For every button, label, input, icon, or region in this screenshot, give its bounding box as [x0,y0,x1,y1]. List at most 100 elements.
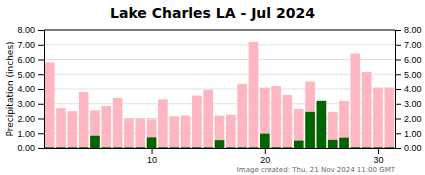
tick: 5.00 [17,70,44,80]
tick-mark [38,133,44,134]
grid-line [44,59,395,60]
tick-label: 4.00 [404,84,422,94]
tick-mark [38,45,44,46]
series [45,42,394,148]
bar [67,111,77,148]
bar [67,147,77,148]
bar [135,147,145,148]
bar [328,140,338,148]
bar [373,88,383,148]
bar [317,101,327,148]
grid-line [44,89,395,90]
tick-label: 5.00 [17,70,35,80]
bar [124,147,134,148]
bar [237,147,247,148]
tick-mark [395,30,401,31]
tick-mark [38,30,44,31]
tick-label: 10 [147,155,157,165]
bar [351,147,361,148]
bar [169,116,179,148]
bar [135,119,145,149]
tick-mark [38,104,44,105]
tick-label: 1.00 [17,129,35,139]
bar [203,90,213,148]
bar [362,72,372,148]
series [45,101,394,148]
bar [226,115,236,148]
tick-label: 4.00 [17,84,35,94]
tick-label: 8.00 [404,25,422,35]
tick-label: 6.00 [17,55,35,65]
plot: 0.001.002.003.004.005.006.007.008.000.00… [17,25,421,165]
bar [158,147,168,148]
bars [45,42,394,148]
bar [215,116,225,148]
tick-mark [395,60,401,61]
bar [305,112,315,148]
tick: 3.00 [17,99,44,109]
bar [294,141,304,148]
tick: 4.00 [395,84,422,94]
bar [192,147,202,148]
tick: 30 [374,148,384,165]
bar [271,86,281,148]
tick-mark [395,74,401,75]
bar [260,134,270,148]
tick-label: 7.00 [404,40,422,50]
tick-label: 8.00 [17,25,35,35]
bar [45,62,55,148]
tick-label: 3.00 [17,99,35,109]
bar [373,147,383,148]
tick-mark [265,148,266,154]
tick-mark [395,119,401,120]
tick-mark [395,148,401,149]
bar [147,119,157,148]
tick: 1.00 [395,129,422,139]
bar [45,147,55,148]
frame-top [44,30,395,31]
bar [294,109,304,148]
title: Lake Charles LA - Jul 2024 [110,5,315,21]
bar [101,106,111,148]
bar [90,110,100,148]
tick-label: 2.00 [404,114,422,124]
tick: 8.00 [395,25,422,35]
tick: 6.00 [395,55,422,65]
bar [79,92,89,148]
tick: 2.00 [17,114,44,124]
bar [362,147,372,148]
tick: 10 [147,148,157,165]
bar [339,138,349,148]
tick-label: 2.00 [17,114,35,124]
tick-mark [395,133,401,134]
tick: 7.00 [17,40,44,50]
bar [271,147,281,148]
bar [317,102,327,148]
bar [203,147,213,148]
tick-label: 5.00 [404,70,422,80]
bar [56,108,66,148]
bar [283,147,293,148]
tick: 8.00 [17,25,44,35]
tick: 5.00 [395,70,422,80]
bar [339,101,349,148]
bar [385,147,395,148]
bar [237,84,247,148]
tick-mark [395,104,401,105]
axis-line [45,148,396,149]
bar [226,147,236,148]
tick-mark [38,74,44,75]
chart: 0.001.002.003.004.005.006.007.008.000.00… [0,0,425,175]
bar [101,147,111,148]
tick-label: 3.00 [404,99,422,109]
tick-label: 20 [260,155,270,165]
axis-line [44,31,45,149]
y-axis: 0.001.002.003.004.005.006.007.008.00 [17,25,44,153]
tick: 0.00 [395,143,422,153]
bar [181,147,191,148]
bar [113,147,123,148]
tick-label: 0.00 [404,143,422,153]
tick: 1.00 [17,129,44,139]
bar [158,99,168,148]
grid-line [44,44,395,45]
